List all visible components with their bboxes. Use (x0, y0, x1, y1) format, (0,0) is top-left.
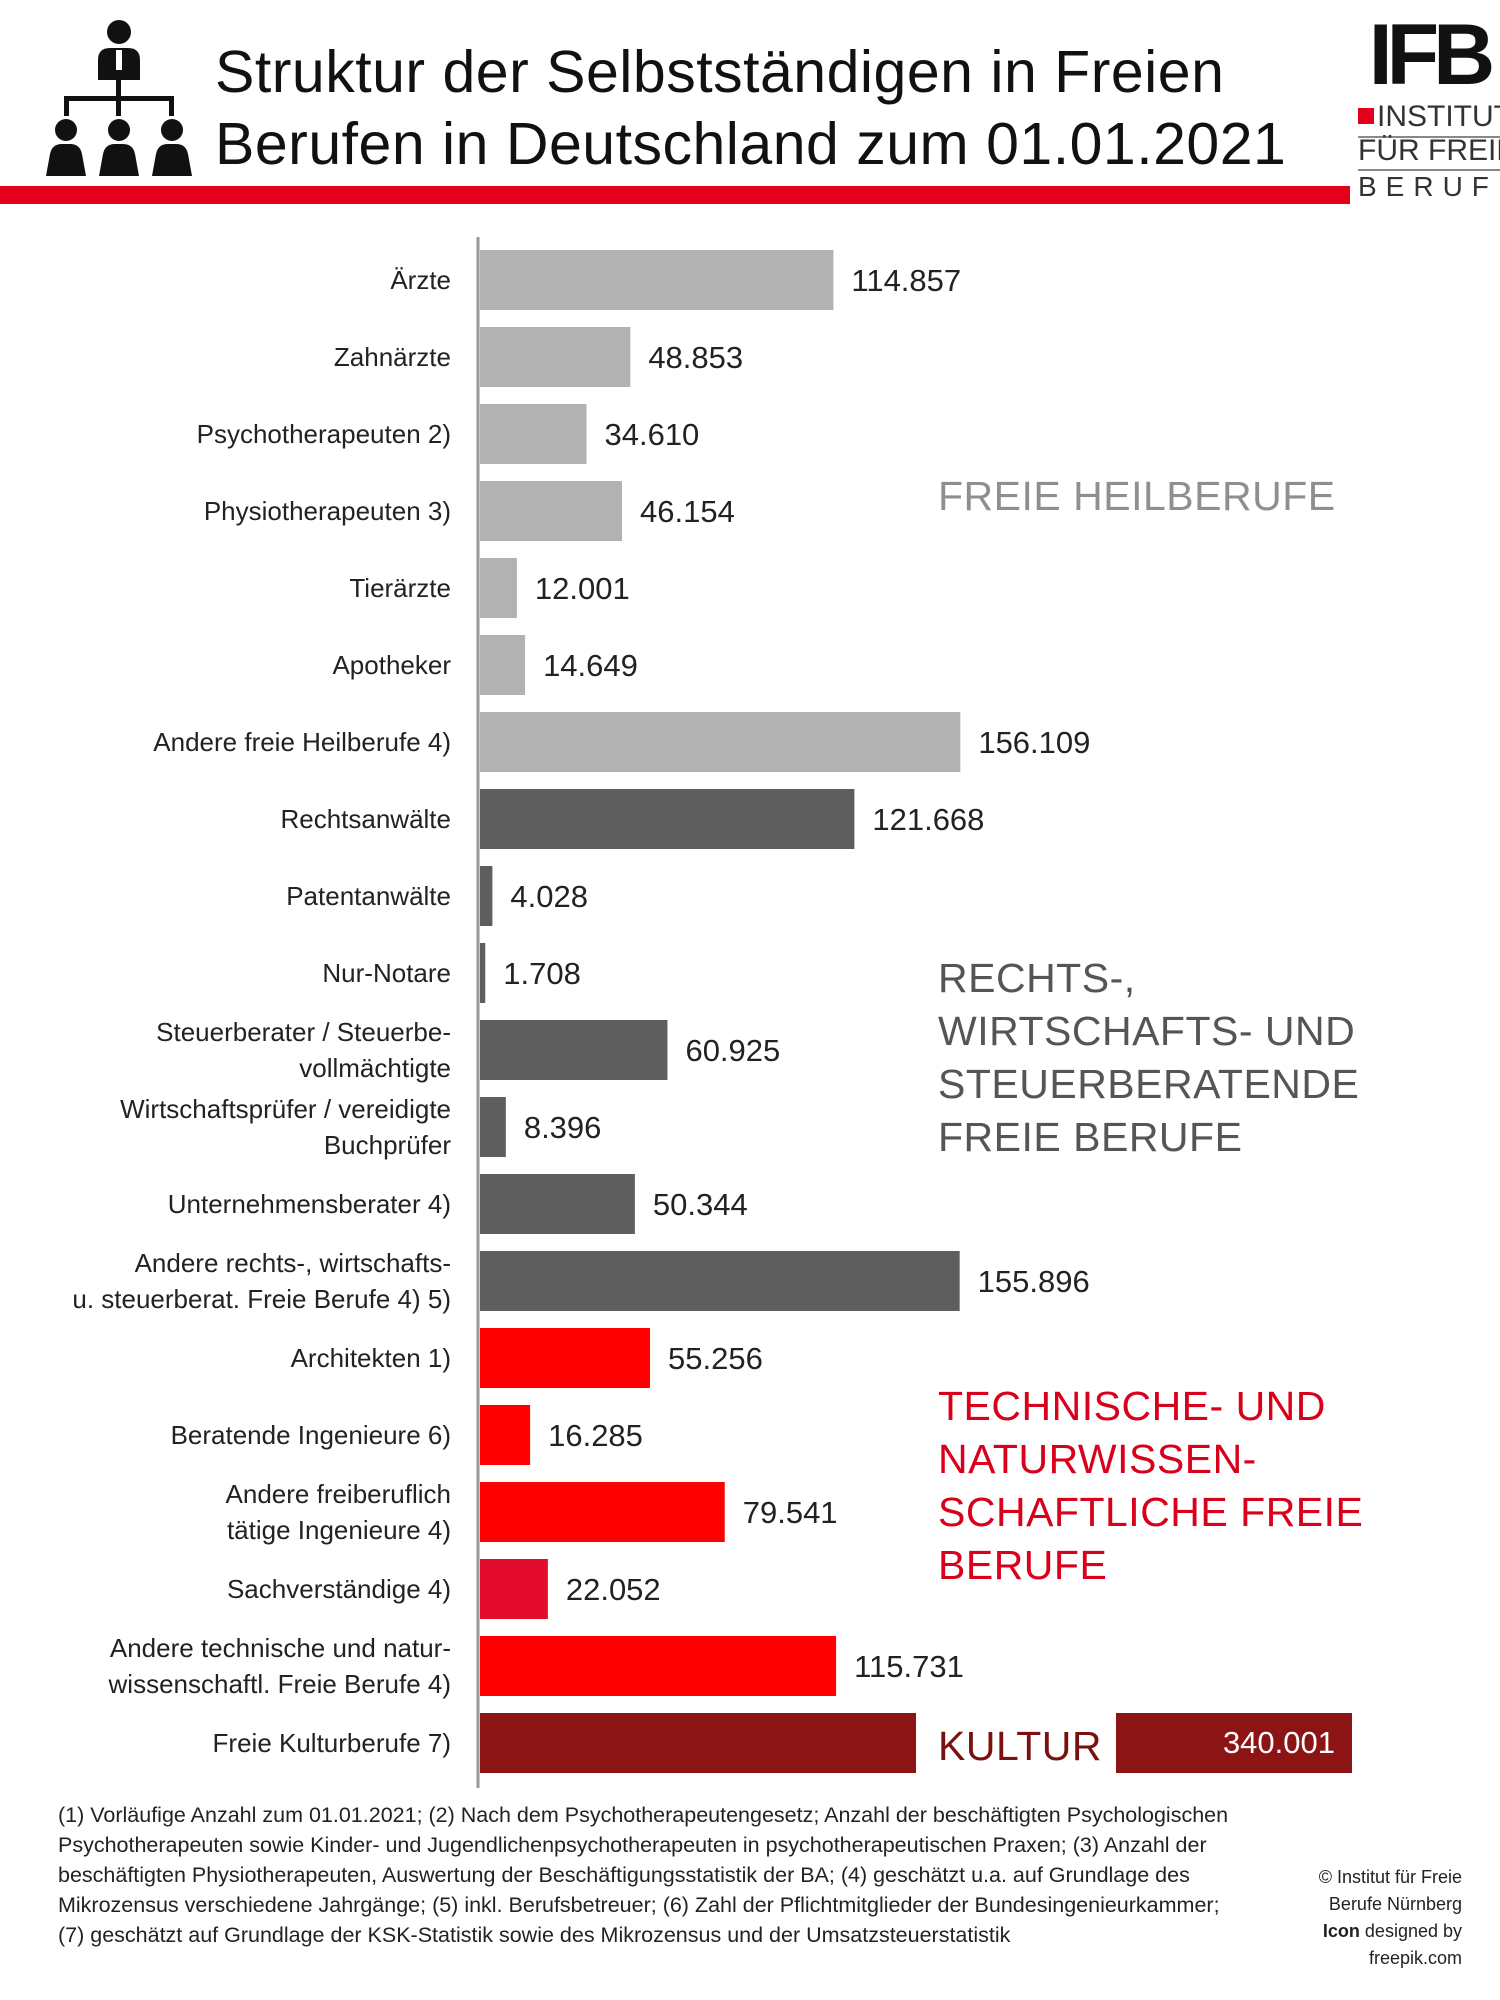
group-label: TECHNISCHE- UND (938, 1383, 1326, 1429)
value-label: 50.344 (653, 1187, 748, 1222)
credit: © Institut für Freie Berufe Nürnberg Ico… (1240, 1864, 1462, 1972)
bar (480, 1174, 635, 1234)
category-label: Andere freie Heilberufe 4) (153, 727, 451, 757)
value-label: 48.853 (648, 340, 743, 375)
logo-separator (1358, 136, 1500, 138)
category-label: Wirtschaftsprüfer / vereidigte (120, 1094, 451, 1124)
value-label: 12.001 (535, 571, 630, 606)
group-label: KULTUR (938, 1723, 1102, 1769)
category-label: Steuerberater / Steuerbe- (156, 1017, 451, 1047)
category-label: Rechtsanwälte (280, 804, 451, 834)
value-label: 34.610 (604, 417, 699, 452)
value-label: 1.708 (503, 956, 581, 991)
category-label: Apotheker (332, 650, 451, 680)
value-label: 55.256 (668, 1341, 763, 1376)
category-label: Sachverständige 4) (227, 1574, 451, 1604)
value-label: 114.857 (851, 263, 961, 298)
logo-separator (1358, 169, 1500, 171)
bar (480, 250, 834, 310)
value-label: 60.925 (685, 1033, 780, 1068)
page-title: Struktur der Selbstständigen in Freien B… (215, 36, 1315, 180)
category-label: vollmächtigte (299, 1053, 451, 1083)
bar (480, 1097, 506, 1157)
category-label: Buchprüfer (324, 1130, 452, 1160)
category-label: wissenschaftl. Freie Berufe 4) (108, 1669, 451, 1699)
bar (480, 558, 517, 618)
category-label: Freie Kulturberufe 7) (213, 1728, 451, 1758)
logo-line-berufe: BERUFE (1358, 171, 1500, 202)
category-label: Beratende Ingenieure 6) (171, 1420, 451, 1450)
value-label: 4.028 (510, 879, 588, 914)
group-label: SCHAFTLICHE FREIE (938, 1489, 1363, 1535)
ifb-logo: IFB INSTITUT FÜR FREIE BERUFE (1358, 12, 1500, 212)
title-line-2: Berufen in Deutschland zum 01.01.2021 (215, 111, 1287, 177)
bar-kulturberufe-right (1116, 1713, 1352, 1773)
category-label: Andere technische und natur- (110, 1633, 451, 1663)
value-label: 340.001 (1223, 1725, 1335, 1760)
bar (480, 481, 623, 541)
bar (480, 635, 526, 695)
category-label: Patentanwälte (286, 881, 451, 911)
group-label: FREIE BERUFE (938, 1114, 1242, 1160)
header-red-rule (0, 186, 1350, 204)
group-label: NATURWISSEN- (938, 1436, 1257, 1482)
category-label: Physiotherapeuten 3) (204, 496, 451, 526)
value-label: 8.396 (524, 1110, 602, 1145)
bar (480, 1328, 651, 1388)
bar (480, 789, 855, 849)
footnote: (1) Vorläufige Anzahl zum 01.01.2021; (2… (58, 1803, 1229, 1947)
group-label: WIRTSCHAFTS- UND (938, 1008, 1355, 1054)
bar (480, 712, 961, 772)
bar (480, 943, 486, 1003)
bar (480, 1020, 668, 1080)
group-label: BERUFE (938, 1542, 1107, 1588)
logo-line-institut: INSTITUT (1358, 100, 1500, 134)
bar (480, 866, 493, 926)
value-label: 22.052 (566, 1572, 661, 1607)
bar (480, 1405, 531, 1465)
value-label: 155.896 (978, 1264, 1090, 1299)
credit-line-3: Icon designed by (1240, 1918, 1462, 1945)
value-label: 156.109 (978, 725, 1090, 760)
category-label: Tierärzte (349, 573, 451, 603)
bar (480, 1636, 837, 1696)
value-label: 46.154 (640, 494, 735, 529)
bar (480, 404, 587, 464)
category-label: Nur-Notare (322, 958, 451, 988)
credit-line-4: freepik.com (1368, 1948, 1462, 1968)
bar (480, 327, 631, 387)
value-label: 79.541 (743, 1495, 838, 1530)
bar (480, 1559, 548, 1619)
bar-chart: 114.857 Ärzte 48.853 Zahnärzte 34.610 Psychot… (72, 237, 1363, 1788)
credit-line-2: Berufe Nürnberg (1328, 1894, 1462, 1914)
credit-line-1: © Institut für Freie (1318, 1867, 1462, 1887)
category-label: Architekten 1) (291, 1343, 451, 1373)
value-label: 121.668 (872, 802, 984, 837)
category-label: Unternehmensberater 4) (168, 1189, 451, 1219)
value-label: 115.731 (854, 1649, 964, 1684)
logo-mark: IFB (1368, 7, 1496, 103)
category-label: Andere freiberuflich (226, 1479, 451, 1509)
credit-designed-by: designed by (1359, 1921, 1462, 1941)
value-label: 14.649 (543, 648, 638, 683)
category-label: u. steuerberat. Freie Berufe 4) 5) (72, 1284, 451, 1314)
category-label: tätige Ingenieure 4) (227, 1515, 451, 1545)
bar (480, 1482, 725, 1542)
bar-kulturberufe-left (480, 1713, 916, 1773)
group-label: FREIE HEILBERUFE (938, 473, 1336, 519)
org-chart-people-icon (46, 20, 192, 176)
title-line-1: Struktur der Selbstständigen in Freien (215, 39, 1225, 105)
category-label: Psychotherapeuten 2) (197, 419, 451, 449)
category-label: Zahnärzte (334, 342, 451, 372)
category-label: Ärzte (390, 265, 451, 295)
bar (480, 1251, 960, 1311)
group-label: STEUERBERATENDE (938, 1061, 1359, 1107)
category-label: Andere rechts-, wirtschafts- (135, 1248, 451, 1278)
logo-line-fuer-freie: FÜR FREIE (1358, 134, 1500, 167)
group-label: RECHTS-, (938, 955, 1136, 1001)
value-label: 16.285 (548, 1418, 643, 1453)
credit-icon-word: Icon (1322, 1921, 1360, 1941)
